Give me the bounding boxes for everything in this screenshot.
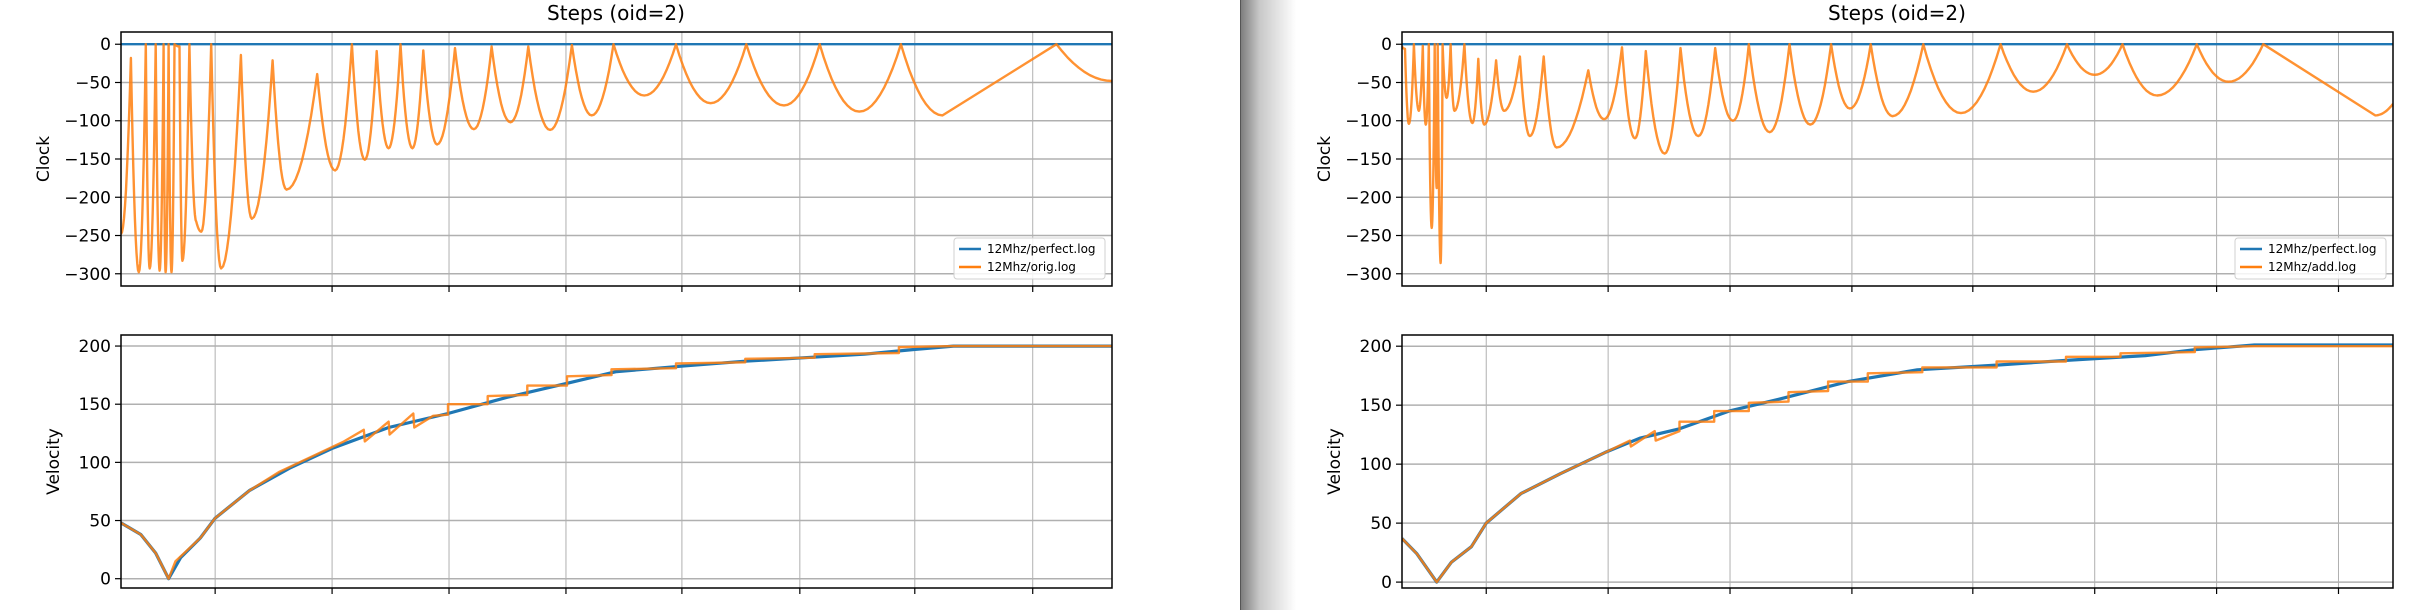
legend: 12Mhz/perfect.log 12Mhz/add.log: [2234, 237, 2387, 280]
y-tick-label: −250: [64, 227, 111, 247]
y-tick-label: −50: [75, 73, 111, 93]
y-tick-label: 0: [1381, 35, 1392, 55]
legend-entry: 12Mhz/perfect.log: [987, 242, 1096, 256]
chart-title: Steps (oid=2): [1828, 1, 1966, 25]
y-axis-label: Clock: [1315, 136, 1335, 182]
legend-entry: 12Mhz/perfect.log: [2268, 242, 2377, 256]
y-tick-label: 150: [79, 395, 111, 415]
y-tick-label: 200: [79, 337, 111, 357]
y-tick-label: 0: [100, 570, 111, 590]
clock-subplot: 0 −50 −100 −150 −200 −250 −300 Clock 12Mhz/perfe…: [1315, 31, 2394, 292]
y-tick-label: −50: [1356, 73, 1392, 93]
y-tick-label: 150: [1360, 396, 1392, 416]
legend-entry: 12Mhz/orig.log: [987, 260, 1076, 274]
y-tick-label: −300: [1345, 265, 1392, 285]
y-tick-label: 200: [1360, 337, 1392, 357]
clock-subplot: 0 −50 −100 −150 −200 −250 −300 Clock 12Mhz/perfe…: [34, 31, 1113, 292]
y-axis-label: Velocity: [1325, 428, 1345, 495]
y-tick-label: 50: [1370, 514, 1392, 534]
y-tick-label: −150: [64, 150, 111, 170]
y-tick-label: −200: [64, 188, 111, 208]
series-line-compare: [121, 43, 1112, 274]
series-line-compare: [1402, 345, 2393, 584]
left-figure: Steps (oid=2) 0 −50 −100 −150 −200 −250 −300 Clo…: [34, 1, 1113, 594]
right-figure: Steps (oid=2) 0 −50 −100 −150 −200 −250 −300 Clo…: [1315, 1, 2394, 594]
window-divider[interactable]: [1240, 0, 1296, 610]
legend: 12Mhz/perfect.log 12Mhz/orig.log: [953, 237, 1106, 280]
y-tick-label: −100: [1345, 112, 1392, 132]
axes-frame: [1401, 334, 2394, 589]
y-tick-label: −300: [64, 265, 111, 285]
series-line-compare: [121, 344, 1112, 580]
axes-frame: [120, 31, 1113, 287]
chart-title: Steps (oid=2): [547, 1, 685, 25]
series-line-perfect: [121, 344, 1112, 581]
axes-frame: [120, 334, 1113, 589]
axes-frame: [1401, 31, 2394, 287]
legend-box: [2234, 237, 2387, 280]
y-tick-label: 50: [89, 512, 111, 532]
y-tick-label: 100: [1360, 455, 1392, 475]
y-tick-label: 0: [100, 35, 111, 55]
velocity-subplot: 0 50 100 150 200 Velocity: [1325, 334, 2394, 594]
y-tick-label: −100: [64, 112, 111, 132]
series-line-compare: [1402, 43, 2393, 265]
y-axis-label: Velocity: [44, 428, 64, 495]
y-axis-label: Clock: [34, 136, 54, 182]
legend-entry: 12Mhz/add.log: [2268, 260, 2356, 274]
y-tick-label: −250: [1345, 227, 1392, 247]
y-tick-label: 0: [1381, 573, 1392, 593]
y-tick-label: −200: [1345, 188, 1392, 208]
velocity-subplot: 0 50 100 150 200 Velocity: [44, 334, 1113, 594]
y-tick-label: −150: [1345, 150, 1392, 170]
y-tick-label: 100: [79, 453, 111, 473]
legend-box: [953, 237, 1106, 280]
